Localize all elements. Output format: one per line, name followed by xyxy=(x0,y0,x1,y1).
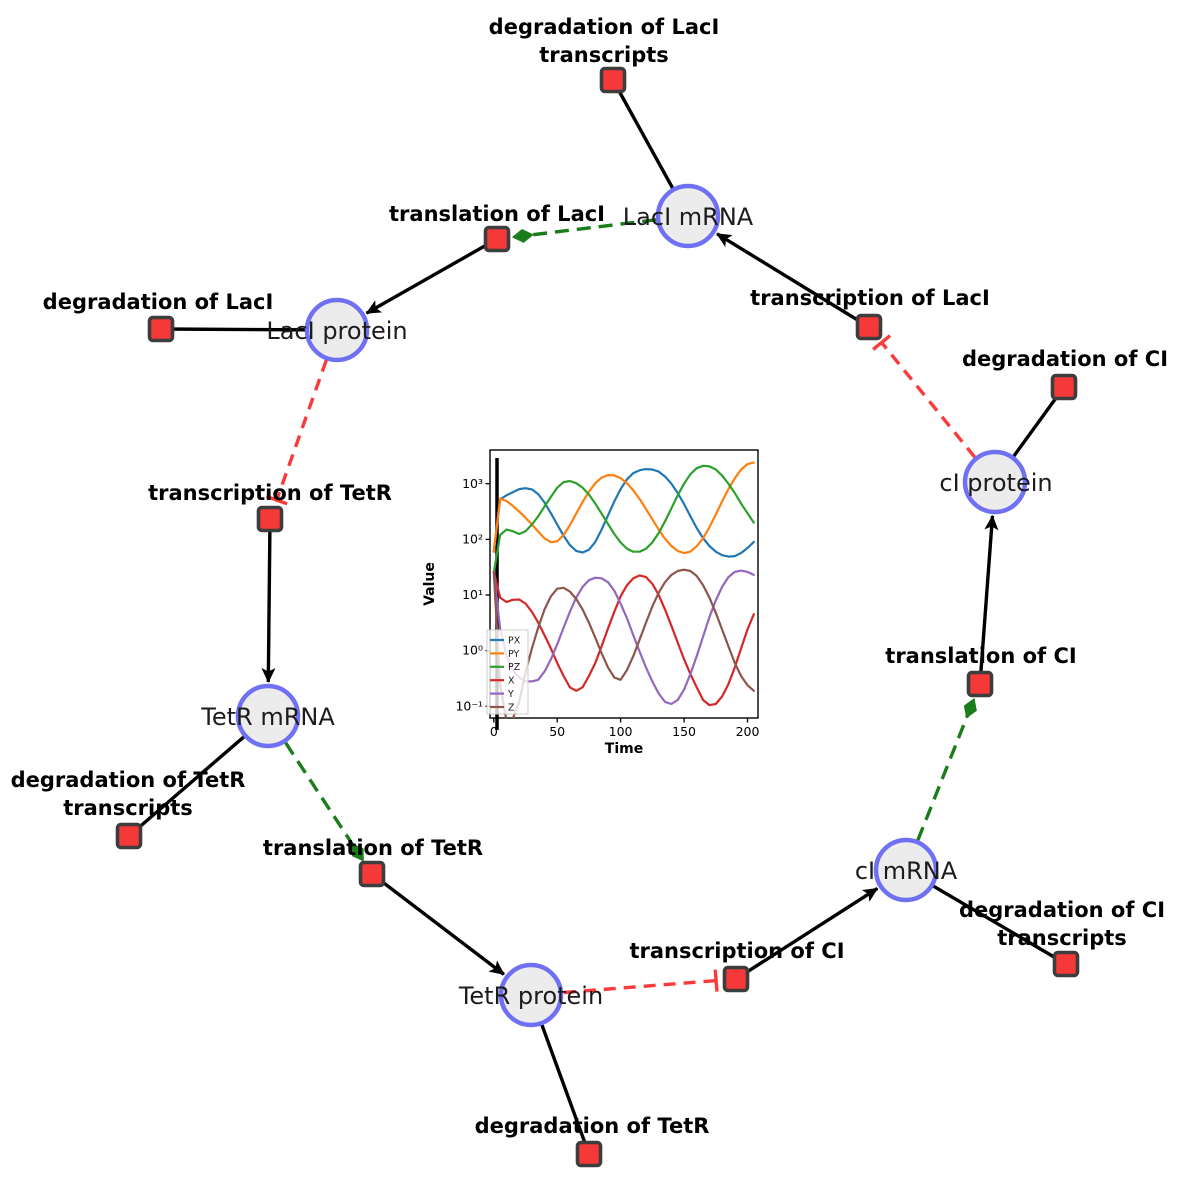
species-node-lacI-protein xyxy=(304,297,370,363)
species-label: cI protein xyxy=(939,469,1052,497)
inhibition-tbar-2 xyxy=(713,969,719,992)
inhibition-tbar-1 xyxy=(265,494,288,506)
legend-label-PY: PY xyxy=(508,649,520,660)
y-tick-label: 10⁰ xyxy=(462,643,483,658)
species-label: cI mRNA xyxy=(855,857,958,885)
legend-label-PZ: PZ xyxy=(508,662,521,673)
product-edge-transcription-tetR-mRNA xyxy=(261,518,276,683)
modifier-edge-lacI-mRNA-translation xyxy=(511,218,657,243)
modifier-edge-tetR-mRNA-translation xyxy=(284,741,365,862)
x-tick-label: 150 xyxy=(672,724,696,739)
reaction-label: transcripts xyxy=(539,43,669,67)
species-label: TetR mRNA xyxy=(200,703,335,731)
legend-label-X: X xyxy=(508,676,515,687)
legend-label-PX: PX xyxy=(508,635,521,646)
reaction-node-degradation-tetR-transcripts xyxy=(115,822,143,850)
plot-legend: PX PY PZ XYZ xyxy=(486,629,529,715)
legend-label-Z: Z xyxy=(508,702,515,713)
product-edge-transcription-cI-mRNA xyxy=(735,886,879,981)
species-node-lacI-mRNA xyxy=(655,183,721,249)
reaction-node-layer xyxy=(115,66,1080,1168)
y-tick-label: 10³ xyxy=(462,476,483,491)
reaction-node-transcription-cI xyxy=(722,965,750,993)
series-line-X xyxy=(492,570,755,707)
reaction-label: degradation of TetR xyxy=(11,768,246,792)
product-edge-transcription-lacI-mRNA xyxy=(716,232,870,329)
reaction-node-transcription-lacI xyxy=(855,313,883,341)
reaction-node-degradation-cI-transcripts xyxy=(1052,950,1080,978)
legend-label-Y: Y xyxy=(507,689,514,700)
reaction-label: translation of TetR xyxy=(263,836,483,860)
series-line-Z xyxy=(492,568,755,718)
species-label: LacI protein xyxy=(266,317,407,345)
reaction-label: transcription of LacI xyxy=(750,286,990,310)
species-node-cI-mRNA xyxy=(873,837,939,903)
y-tick-label: 10¹ xyxy=(462,587,483,602)
reaction-label: transcription of CI xyxy=(629,939,844,963)
inhibition-edge-tetR-protein-transcription-cI xyxy=(563,978,717,995)
reaction-label: degradation of LacI xyxy=(489,15,720,39)
reaction-label: translation of CI xyxy=(885,644,1076,668)
reaction-label: degradation of LacI xyxy=(43,290,274,314)
species-label: LacI mRNA xyxy=(623,203,754,231)
species-node-cI-protein xyxy=(962,449,1028,515)
label-layer: degradation of LacI transcripts translat… xyxy=(11,15,1168,1138)
y-axis-title: Value xyxy=(422,562,438,606)
reaction-label: transcripts xyxy=(997,926,1127,950)
reaction-label: degradation of TetR xyxy=(475,1114,710,1138)
modifier-edge-cI-mRNA-translation xyxy=(916,697,977,841)
series-layer xyxy=(492,461,755,718)
reaction-label: degradation of CI xyxy=(959,898,1165,922)
inhibition-edge-lacI-protein-transcription-tetR xyxy=(275,359,328,501)
y-tick-label: 10² xyxy=(462,532,483,547)
x-tick-label: 0 xyxy=(490,724,498,739)
reaction-node-translation-tetR xyxy=(358,860,386,888)
y-axis: 10³ 10² 10¹ 10⁰ 10⁻¹ Value xyxy=(422,476,490,713)
x-tick-label: 50 xyxy=(549,724,565,739)
species-node-tetR-protein xyxy=(498,962,564,1028)
x-tick-label: 100 xyxy=(609,724,633,739)
series-line-Y xyxy=(492,569,755,706)
y-tick-label: 10⁻¹ xyxy=(455,698,483,713)
reaction-node-transcription-tetR xyxy=(256,505,284,533)
reaction-label: translation of LacI xyxy=(389,202,605,226)
product-edge-translation-tetR-protein xyxy=(370,872,505,976)
reaction-label: transcription of TetR xyxy=(148,481,392,505)
series-line-PZ xyxy=(492,464,755,575)
reaction-label: transcripts xyxy=(63,796,193,820)
species-label: TetR protein xyxy=(458,982,603,1010)
inset-plot: 0 50 100 150 200 Time 10³ 10² 10¹ 10⁰ 10… xyxy=(422,449,760,757)
x-axis: 0 50 100 150 200 Time xyxy=(490,718,760,757)
inhibition-tbar-3 xyxy=(872,334,892,351)
x-tick-label: 200 xyxy=(736,724,760,739)
inhibition-edge-cI-protein-transcription-lacI xyxy=(880,341,977,459)
reaction-label: degradation of CI xyxy=(962,347,1168,371)
product-edge-translation-lacI-protein xyxy=(365,237,498,315)
x-axis-title: Time xyxy=(605,741,643,757)
reaction-node-degradation-lacI-transcripts xyxy=(599,66,627,94)
reaction-node-translation-cI xyxy=(966,670,994,698)
species-node-tetR-mRNA xyxy=(235,683,301,749)
product-edge-translation-cI-protein xyxy=(978,514,999,685)
reaction-node-translation-lacI xyxy=(483,225,511,253)
series-line-PX xyxy=(492,468,755,558)
legend-frame xyxy=(486,629,529,715)
reaction-node-degradation-cI xyxy=(1050,373,1078,401)
series-line-PY xyxy=(492,461,755,555)
reaction-node-degradation-tetR xyxy=(575,1140,603,1168)
reaction-node-degradation-lacI xyxy=(147,315,175,343)
species-node-layer xyxy=(235,183,1028,1028)
